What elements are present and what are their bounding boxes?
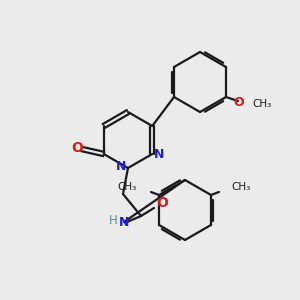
Text: CH₃: CH₃ <box>252 99 271 109</box>
Text: N: N <box>154 148 165 160</box>
Text: O: O <box>71 141 83 155</box>
Text: CH₃: CH₃ <box>231 182 250 192</box>
Text: CH₃: CH₃ <box>118 182 137 192</box>
Text: O: O <box>234 95 244 109</box>
Text: O: O <box>156 196 168 210</box>
Text: N: N <box>119 215 129 229</box>
Text: H: H <box>109 214 117 227</box>
Text: N: N <box>116 160 126 172</box>
